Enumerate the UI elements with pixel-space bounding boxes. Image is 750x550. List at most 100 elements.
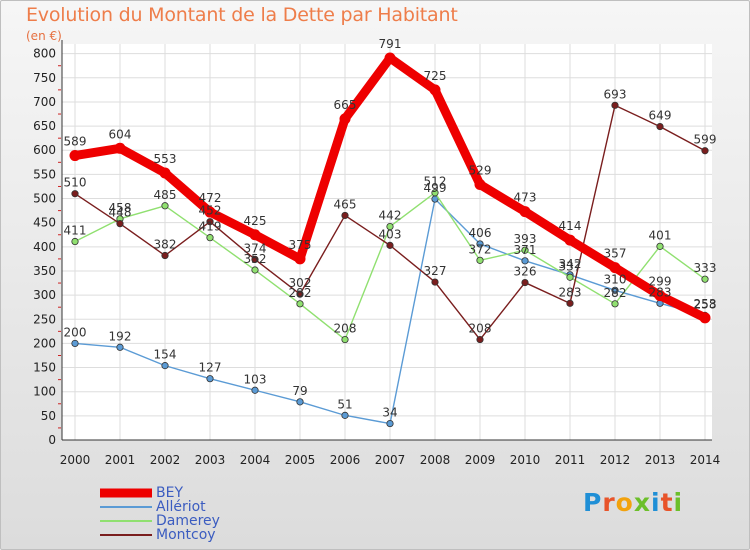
data-label-damerey: 282: [604, 286, 627, 300]
data-point-montcoy: [701, 147, 709, 155]
data-label-alleriot: 154: [154, 348, 177, 362]
data-point-damerey: [341, 335, 349, 344]
chart-title: Evolution du Montant de la Dette par Hab…: [26, 4, 458, 26]
data-label-damerey: 458: [109, 201, 132, 215]
legend-swatch-bey: [100, 488, 152, 498]
data-point-bey: [294, 253, 306, 265]
y-tick-label: 350: [33, 264, 56, 278]
y-tick-label: 300: [33, 288, 56, 302]
data-point-montcoy: [431, 278, 439, 286]
y-tick-label: 50: [41, 409, 56, 423]
data-label-montcoy: 302: [289, 276, 312, 290]
data-point-montcoy: [341, 211, 349, 220]
data-point-montcoy: [566, 299, 574, 307]
data-label-alleriot: 127: [199, 361, 222, 375]
x-tick-label: 2012: [600, 453, 631, 467]
data-label-alleriot: 34: [382, 406, 397, 420]
series-damerey: [71, 189, 709, 344]
data-label-alleriot: 406: [469, 226, 492, 240]
data-point-bey: [609, 262, 621, 274]
legend-label-alleriot: Allériot: [156, 499, 206, 515]
data-label-bey: 425: [244, 214, 267, 228]
data-label-bey: 725: [424, 69, 447, 83]
data-point-damerey: [611, 300, 619, 308]
data-label-bey: 791: [379, 37, 402, 51]
y-tick-label: 600: [33, 143, 56, 157]
data-label-montcoy: 465: [334, 197, 357, 211]
x-tick-label: 2014: [690, 453, 721, 467]
data-point-bey: [654, 290, 666, 302]
data-point-bey: [204, 206, 216, 218]
x-tick-label: 2008: [420, 453, 451, 467]
data-label-montcoy: 326: [514, 265, 537, 279]
data-label-damerey: 419: [199, 220, 222, 234]
data-label-montcoy: 283: [559, 285, 582, 299]
data-label-bey: 604: [109, 127, 132, 141]
x-tick-label: 2000: [60, 453, 91, 467]
data-label-damerey: 282: [289, 286, 312, 300]
legend-swatch-alleriot: [100, 506, 152, 508]
data-point-bey: [474, 179, 486, 191]
data-label-alleriot: 371: [514, 243, 537, 257]
logo-letter: o: [615, 488, 634, 517]
data-label-damerey: 401: [649, 228, 672, 242]
x-tick-label: 2006: [330, 453, 361, 467]
data-point-montcoy: [476, 335, 484, 344]
data-label-alleriot: 200: [64, 325, 87, 339]
logo-letter: P: [583, 488, 603, 517]
data-label-bey: 472: [199, 191, 222, 205]
legend-swatch-damerey: [100, 520, 152, 522]
logo-letter: i: [651, 488, 661, 517]
data-label-montcoy: 448: [109, 206, 132, 220]
y-tick-label: 200: [33, 336, 56, 350]
data-point-damerey: [71, 237, 79, 246]
x-tick-label: 2010: [510, 453, 541, 467]
data-point-montcoy: [206, 218, 214, 226]
x-tick-label: 2009: [465, 453, 496, 467]
y-tick-label: 400: [33, 240, 56, 254]
y-tick-label: 250: [33, 312, 56, 326]
data-label-montcoy: 382: [154, 238, 177, 252]
series-montcoy: [71, 101, 709, 344]
data-point-bey: [159, 167, 171, 179]
data-label-bey: 414: [559, 219, 582, 233]
data-point-alleriot: [521, 257, 529, 265]
data-point-damerey: [251, 266, 259, 274]
y-tick-label: 450: [33, 216, 56, 230]
data-point-montcoy: [611, 101, 619, 109]
data-point-bey: [384, 52, 396, 64]
data-label-damerey: 485: [154, 188, 177, 202]
data-label-damerey: 333: [694, 261, 717, 275]
proxiti-logo: Proxiti: [583, 488, 683, 517]
data-point-montcoy: [521, 278, 529, 287]
data-label-montcoy: 510: [64, 176, 87, 190]
legend-label-bey: BEY: [156, 485, 184, 501]
data-point-alleriot: [161, 362, 169, 370]
y-tick-label: 100: [33, 385, 56, 399]
y-tick-label: 800: [33, 47, 56, 61]
data-point-bey: [249, 229, 261, 241]
data-point-damerey: [206, 234, 214, 242]
data-point-alleriot: [116, 343, 124, 351]
data-label-montcoy: 693: [604, 87, 627, 101]
data-label-alleriot: 342: [559, 257, 582, 271]
x-tick-label: 2001: [105, 453, 136, 467]
x-tick-label: 2005: [285, 453, 316, 467]
y-tick-label: 700: [33, 95, 56, 109]
data-label-bey: 299: [649, 275, 672, 289]
legend: BEY Allériot Damerey Montcoy: [100, 486, 260, 542]
data-point-montcoy: [296, 290, 304, 298]
data-label-damerey: 352: [244, 252, 267, 266]
x-tick-label: 2003: [195, 453, 226, 467]
data-label-bey: 253: [694, 297, 717, 311]
data-point-damerey: [161, 202, 169, 210]
data-label-damerey: 208: [334, 322, 357, 336]
series-bey: [69, 52, 711, 324]
data-point-damerey: [566, 273, 574, 281]
data-label-alleriot: 499: [424, 181, 447, 195]
data-point-bey: [69, 150, 81, 162]
data-point-bey: [114, 142, 126, 154]
data-label-montcoy: 374: [244, 241, 267, 255]
data-point-montcoy: [116, 220, 124, 228]
